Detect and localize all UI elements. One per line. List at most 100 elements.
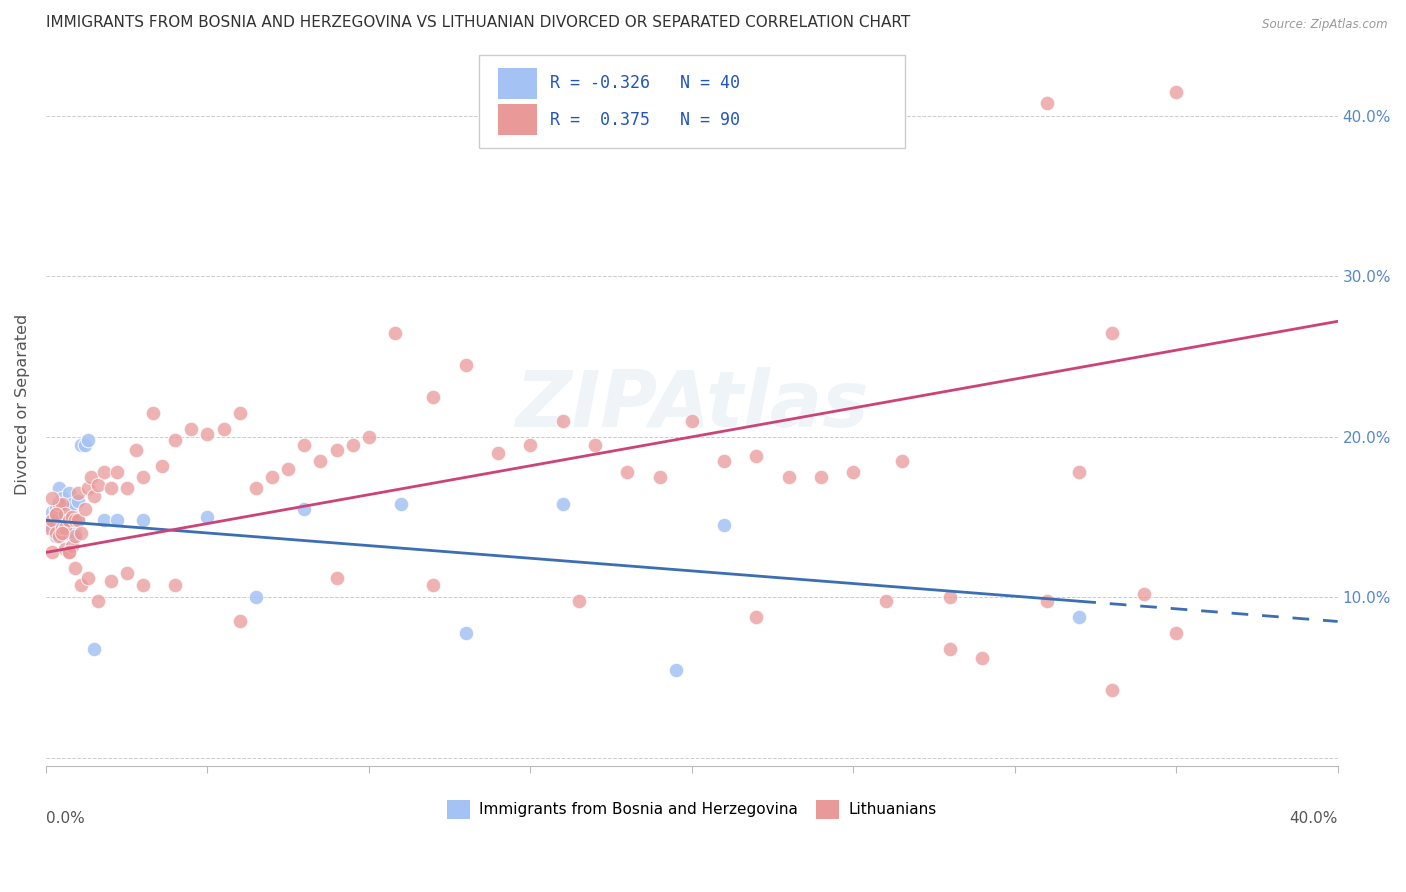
Point: [165, 433, 187, 447]
Point: [41, 545, 63, 559]
Point: [58, 518, 80, 533]
Point: [1101, 683, 1123, 698]
Text: ZIPAtlas: ZIPAtlas: [515, 367, 869, 442]
Point: [568, 593, 591, 607]
Point: [51, 521, 73, 535]
Point: [648, 470, 671, 484]
Point: [93, 513, 115, 527]
Point: [1069, 465, 1091, 479]
Point: [277, 462, 299, 476]
Point: [939, 591, 962, 605]
Point: [125, 442, 148, 457]
Point: [100, 574, 122, 589]
Point: [51, 513, 73, 527]
Point: [422, 390, 444, 404]
Point: [80, 470, 103, 484]
Point: [132, 513, 155, 527]
Point: [41, 491, 63, 505]
FancyBboxPatch shape: [478, 54, 905, 148]
Point: [60, 510, 83, 524]
Point: [93, 465, 115, 479]
Point: [389, 497, 412, 511]
Point: [939, 641, 962, 656]
Bar: [498, 68, 537, 99]
Point: [1101, 326, 1123, 340]
Point: [105, 513, 128, 527]
Point: [45, 502, 67, 516]
Point: [325, 442, 347, 457]
Point: [810, 470, 832, 484]
Point: [63, 529, 86, 543]
Point: [665, 663, 688, 677]
Point: [63, 526, 86, 541]
Point: [77, 481, 100, 495]
Point: [63, 513, 86, 527]
Point: [150, 458, 173, 473]
Point: [77, 433, 100, 447]
Point: [616, 465, 638, 479]
Point: [53, 497, 76, 511]
Point: [260, 470, 283, 484]
Point: [384, 326, 406, 340]
Point: [132, 470, 155, 484]
Point: [228, 406, 250, 420]
Point: [1036, 593, 1059, 607]
Point: [228, 615, 250, 629]
Point: [53, 513, 76, 527]
Point: [45, 529, 67, 543]
Point: [713, 454, 735, 468]
Point: [583, 438, 606, 452]
Text: Source: ZipAtlas.com: Source: ZipAtlas.com: [1263, 18, 1388, 31]
Point: [51, 491, 73, 505]
Point: [70, 577, 93, 591]
Point: [357, 430, 380, 444]
Point: [454, 358, 477, 372]
Point: [180, 422, 202, 436]
Point: [197, 510, 219, 524]
Point: [842, 465, 865, 479]
Point: [342, 438, 364, 452]
Text: R = -0.326   N = 40: R = -0.326 N = 40: [550, 74, 740, 93]
Point: [67, 513, 90, 527]
Point: [1133, 587, 1156, 601]
Point: [1166, 85, 1188, 99]
Point: [70, 438, 93, 452]
Point: [45, 518, 67, 533]
Point: [245, 591, 267, 605]
Point: [58, 545, 80, 559]
Point: [73, 438, 96, 452]
Point: [325, 571, 347, 585]
Point: [53, 521, 76, 535]
Point: [745, 609, 768, 624]
Point: [60, 507, 83, 521]
Point: [197, 426, 219, 441]
Point: [486, 446, 509, 460]
Point: [53, 526, 76, 541]
Point: [41, 513, 63, 527]
Point: [778, 470, 800, 484]
Point: [309, 454, 332, 468]
Point: [45, 507, 67, 521]
Point: [51, 526, 73, 541]
Point: [115, 566, 138, 581]
Point: [51, 502, 73, 516]
Point: [60, 497, 83, 511]
Point: [77, 571, 100, 585]
Text: IMMIGRANTS FROM BOSNIA AND HERZEGOVINA VS LITHUANIAN DIVORCED OR SEPARATED CORRE: IMMIGRANTS FROM BOSNIA AND HERZEGOVINA V…: [46, 15, 910, 30]
Point: [45, 507, 67, 521]
Point: [67, 494, 90, 508]
Bar: [498, 103, 537, 136]
Point: [83, 489, 105, 503]
Point: [38, 513, 60, 527]
Point: [51, 497, 73, 511]
Point: [41, 521, 63, 535]
Point: [63, 561, 86, 575]
Point: [58, 545, 80, 559]
Legend: Immigrants from Bosnia and Herzegovina, Lithuanians: Immigrants from Bosnia and Herzegovina, …: [441, 794, 943, 825]
Point: [58, 486, 80, 500]
Point: [132, 577, 155, 591]
Point: [165, 577, 187, 591]
Text: 0.0%: 0.0%: [46, 811, 84, 826]
Point: [48, 510, 70, 524]
Point: [53, 542, 76, 557]
